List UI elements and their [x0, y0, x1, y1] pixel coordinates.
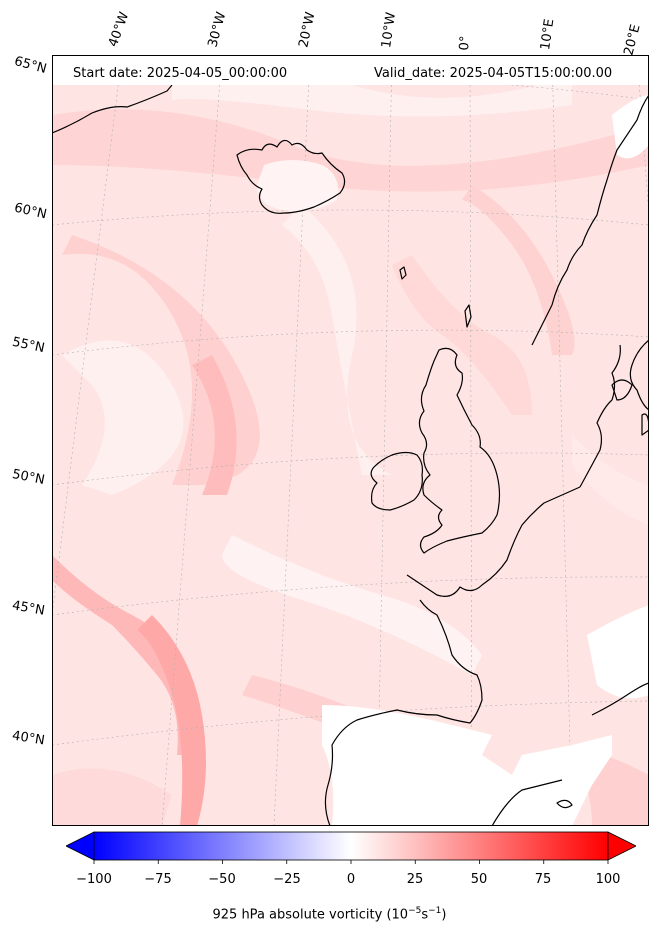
- norway-coast: [531, 94, 649, 346]
- colorbar-label-mid: s: [421, 907, 429, 923]
- map-panel: [52, 55, 649, 826]
- colorbar-tick-25: 25: [406, 872, 424, 887]
- lon-label-20e: 20°E: [621, 23, 644, 57]
- iceland-coast: [236, 139, 346, 214]
- colorbar-label-exp2: −1: [428, 906, 442, 916]
- colorbar-label-exp1: −5: [408, 906, 422, 916]
- lat-label-55n: 55°N: [10, 334, 46, 357]
- lon-label-10e: 10°E: [538, 17, 558, 51]
- lat-label-65n: 65°N: [12, 54, 49, 77]
- colorbar-tick-0: 0: [346, 872, 356, 887]
- colorbar-label-suffix: ): [441, 907, 447, 923]
- start-date-label: Start date: 2025-04-05_00:00:00: [73, 66, 288, 81]
- lon-label-20w: 20°W: [296, 10, 319, 49]
- lat-label-60n: 60°N: [12, 200, 49, 223]
- lon-label-0: 0°: [457, 35, 474, 51]
- lon-label-40w: 40°W: [105, 10, 133, 49]
- colorbar-label-prefix: 925 hPa absolute vorticity (10: [212, 907, 409, 923]
- colorbar-tick-m75: −75: [144, 872, 172, 887]
- continent-coast: [406, 486, 581, 597]
- colorbar-label: 925 hPa absolute vorticity (10−5s−1): [0, 906, 659, 922]
- colorbar-tick-50: 50: [470, 872, 488, 887]
- lat-label-40n: 40°N: [11, 728, 46, 749]
- colorbar-max-extension: [607, 831, 636, 861]
- colorbar-tick-m100: −100: [76, 872, 112, 887]
- date-strip: [52, 55, 649, 85]
- great-britain-coast: [418, 347, 501, 554]
- lon-label-10w: 10°W: [379, 11, 399, 49]
- lat-label-45n: 45°N: [10, 598, 46, 619]
- land-masks: [257, 95, 649, 826]
- ireland-coast: [370, 451, 424, 511]
- colorbar-tick-100: 100: [595, 872, 621, 887]
- colorbar-tick-75: 75: [534, 872, 552, 887]
- colorbar: [66, 831, 636, 864]
- colorbar-tick-m25: −25: [273, 872, 301, 887]
- lon-label-30w: 30°W: [205, 10, 230, 49]
- valid-date-label: Valid_date: 2025-04-05T15:00:00.00: [374, 66, 613, 81]
- colorbar-tick-m50: −50: [208, 872, 236, 887]
- colorbar-min-extension: [66, 831, 95, 861]
- coastlines: [52, 84, 649, 826]
- lat-label-50n: 50°N: [10, 467, 46, 488]
- colorbar-gradient: [93, 831, 609, 861]
